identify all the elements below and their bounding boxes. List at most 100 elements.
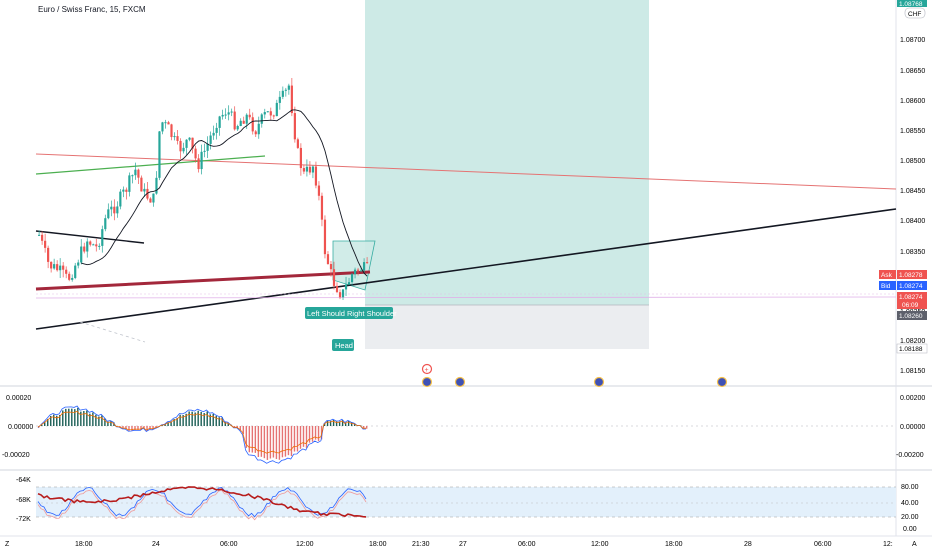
macd-bar xyxy=(263,426,266,459)
candle-body xyxy=(263,112,266,115)
candle-body xyxy=(155,177,158,194)
macd-bar xyxy=(215,415,217,426)
candle-body xyxy=(110,206,113,210)
event-markers[interactable]: + xyxy=(421,363,728,388)
time-tick: 06:00 xyxy=(814,541,832,548)
green-trend-line[interactable] xyxy=(35,155,266,175)
long-position-stop-zone[interactable] xyxy=(365,305,649,349)
macd-bar xyxy=(341,419,344,426)
macd-bar xyxy=(122,426,124,429)
candle-body xyxy=(215,127,218,133)
candle-body xyxy=(116,206,119,214)
black-trend-line[interactable] xyxy=(35,208,897,330)
macd-bar xyxy=(332,419,335,426)
price-tick: 1.08550 xyxy=(900,128,925,135)
event-flag-icon[interactable] xyxy=(593,376,605,388)
last-price-badge[interactable]: 1.08274 06:09 xyxy=(897,292,927,309)
candle-body xyxy=(308,166,312,173)
svg-text:Ask: Ask xyxy=(881,272,893,279)
macd-bar xyxy=(299,426,302,449)
bid-badge[interactable]: Bid 1.08274 xyxy=(879,281,927,290)
right-shoulder-tag[interactable]: Right Shoulder xyxy=(345,307,397,319)
time-tick: 12:00 xyxy=(296,541,314,548)
candle-body xyxy=(206,143,209,151)
candle-body xyxy=(248,114,251,118)
candle-body xyxy=(191,137,194,149)
neckline[interactable] xyxy=(35,270,371,291)
candle-body xyxy=(128,175,131,192)
time-axis[interactable]: 18:00 24 06:00 12:00 18:00 21:30 27 06:0… xyxy=(75,541,893,548)
candle-body xyxy=(242,120,245,124)
black-short-line[interactable] xyxy=(35,230,145,244)
candle-body xyxy=(338,292,342,298)
macd-bar xyxy=(347,420,350,426)
svg-text:1.08274: 1.08274 xyxy=(899,283,923,290)
candle-countdown: 06:09 xyxy=(902,302,919,309)
macd-bar xyxy=(176,418,178,426)
price-tick: 1.08200 xyxy=(900,338,925,345)
svg-text:1.08274: 1.08274 xyxy=(899,294,923,301)
candle-body xyxy=(65,269,68,274)
svg-text:CHF: CHF xyxy=(908,11,921,18)
log-scale-toggle[interactable]: Z xyxy=(5,541,10,548)
price-tick: 1.08150 xyxy=(900,368,925,375)
macd-bar xyxy=(89,413,91,426)
event-flag-icon[interactable] xyxy=(421,376,433,388)
currency-badge[interactable]: CHF xyxy=(904,7,926,19)
macd-bar xyxy=(290,426,293,457)
economic-event-icon[interactable] xyxy=(421,363,433,375)
candle-body xyxy=(266,111,269,113)
macd-bar xyxy=(239,426,242,430)
macd-bar xyxy=(41,424,43,426)
svg-text:1.08278: 1.08278 xyxy=(899,272,923,279)
macd-bar xyxy=(74,409,76,426)
macd-bar xyxy=(59,415,61,426)
time-tick: 21:30 xyxy=(412,541,430,548)
candle-body xyxy=(68,273,71,280)
candle-body xyxy=(167,122,170,125)
macd-bar xyxy=(335,421,338,426)
macd-bar xyxy=(107,421,109,426)
pattern-highlight[interactable] xyxy=(332,240,376,291)
time-tick: 28 xyxy=(744,541,752,548)
event-flag-icon[interactable] xyxy=(454,376,466,388)
macd-bar xyxy=(302,426,305,447)
macd-bar xyxy=(269,426,272,459)
candle-body xyxy=(269,111,272,116)
candle-body xyxy=(314,166,318,186)
auto-scale-toggle[interactable]: A xyxy=(912,541,917,548)
candle-body xyxy=(62,265,65,270)
stoch-k-line xyxy=(37,486,367,518)
red-trend-line[interactable] xyxy=(35,153,897,190)
candle-body xyxy=(296,139,299,148)
lower-price-badge[interactable]: 1.08188 xyxy=(896,343,928,354)
macd-tick: 0.00020 xyxy=(6,395,31,402)
candle-body xyxy=(41,234,44,241)
price-axis[interactable]: 1.08700 1.08650 1.08600 1.08550 1.08500 … xyxy=(900,37,925,375)
candle-body xyxy=(347,282,351,285)
macd-bar xyxy=(68,408,70,426)
macd-bar xyxy=(314,426,317,440)
left-shoulder-tag[interactable]: Left Shoulder xyxy=(305,307,352,319)
candle-body xyxy=(221,114,224,117)
candle-body xyxy=(173,136,176,138)
top-price-badge[interactable]: 1.08768 xyxy=(897,0,927,8)
macd-bar xyxy=(257,426,260,458)
macd-bar xyxy=(260,426,263,457)
macd-bar xyxy=(86,410,88,426)
candle-body xyxy=(113,206,116,214)
macd-bar xyxy=(152,426,154,430)
long-position-target-zone[interactable] xyxy=(365,0,649,305)
head-tag[interactable]: Head xyxy=(332,339,354,351)
macd-bar xyxy=(47,419,49,426)
candle-body xyxy=(251,117,254,132)
pink-horizontal-line xyxy=(35,296,897,299)
svg-text:Bid: Bid xyxy=(881,283,891,290)
stoch-left-tick: -64K xyxy=(16,477,31,484)
macd-bar xyxy=(206,411,208,426)
ask-badge[interactable]: Ask 1.08278 xyxy=(879,270,927,279)
event-flag-icon[interactable] xyxy=(716,376,728,388)
macd-bar xyxy=(188,411,190,426)
stop-price-badge[interactable]: 1.08260 xyxy=(897,311,927,320)
